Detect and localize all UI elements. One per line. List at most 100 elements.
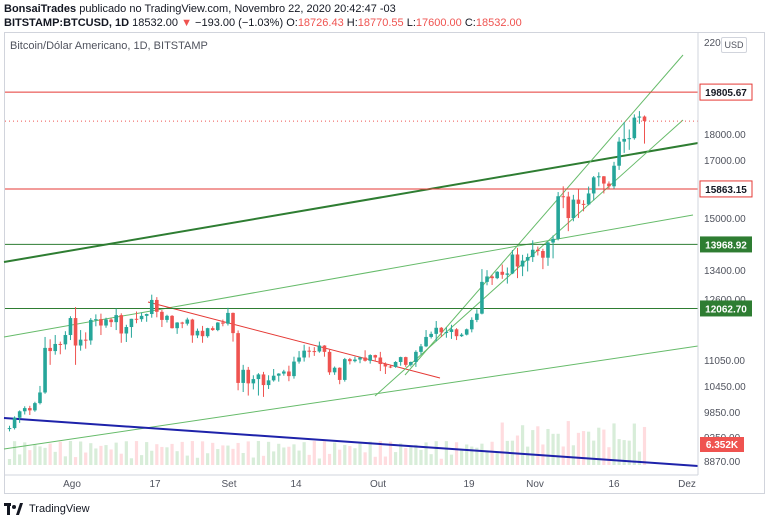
- candle-body: [124, 327, 129, 334]
- lower-channel-trendline: [3, 345, 699, 450]
- volume-bar: [353, 448, 357, 465]
- candle-body: [83, 339, 88, 341]
- volume-tag: [700, 437, 744, 452]
- candle-body: [373, 355, 378, 358]
- candle-body: [495, 271, 499, 279]
- candle-body: [571, 199, 576, 219]
- volume-bar: [170, 443, 174, 465]
- volume-bar: [322, 441, 327, 465]
- volume-bar: [165, 447, 169, 465]
- close-value: 18532.00: [475, 17, 522, 29]
- volume-bar: [388, 441, 393, 465]
- volume-bar: [358, 443, 362, 465]
- chart-title: Bitcoin/Dólar Americano, 1D, BITSTAMP: [10, 40, 208, 52]
- high-label: H:: [346, 17, 358, 29]
- volume-bar: [231, 448, 235, 465]
- candle-body: [28, 408, 32, 411]
- low-label: L:: [406, 17, 416, 29]
- volume-bar: [338, 449, 342, 465]
- candle-body: [627, 138, 632, 140]
- candle-body: [73, 318, 78, 346]
- candle-body: [632, 117, 637, 139]
- volume-bar: [256, 441, 261, 465]
- volume-bar: [84, 452, 88, 465]
- rising-channel-upper: [404, 54, 684, 376]
- candle-body: [419, 346, 423, 352]
- volume-bar: [58, 441, 62, 465]
- candle-body: [576, 199, 581, 204]
- volume-bar: [297, 450, 301, 465]
- volume-bar: [200, 441, 205, 465]
- volume-bar: [444, 441, 448, 465]
- candle-body: [43, 347, 47, 393]
- time-tick-label: Dez: [678, 479, 696, 490]
- candle-body: [109, 319, 113, 323]
- volume-bar: [160, 446, 164, 465]
- candle-body: [251, 379, 256, 384]
- candle-body: [53, 343, 58, 352]
- volume-bar: [414, 444, 418, 465]
- chart-frame[interactable]: [4, 32, 765, 494]
- candle-body: [165, 315, 169, 320]
- candle-body: [348, 359, 352, 362]
- level-tag-text: 12062.70: [705, 304, 747, 315]
- volume-bar: [18, 454, 22, 465]
- candle-body: [566, 196, 571, 219]
- volume-bar: [526, 446, 530, 465]
- candle-body: [175, 322, 179, 329]
- candle-body: [530, 249, 535, 258]
- candle-body: [439, 327, 444, 333]
- candle-body: [383, 364, 388, 367]
- volume-bar: [236, 442, 240, 465]
- candle-body: [302, 350, 306, 358]
- candle-body: [505, 273, 510, 275]
- volume-bar: [251, 457, 255, 465]
- price-tick-label: 11050.00: [704, 356, 745, 367]
- candle-body: [424, 336, 428, 347]
- currency-button[interactable]: USD: [721, 37, 747, 53]
- candle-body: [490, 276, 494, 279]
- blue-support-trendline: [3, 417, 699, 467]
- candle-body: [525, 257, 530, 261]
- symbol-ohlc-line: BITSTAMP:BTCUSD, 1D 18532.00 ▼ −193.00 (…: [4, 17, 522, 29]
- candle-body: [241, 369, 245, 383]
- time-tick-label: Set: [221, 479, 236, 490]
- trendlines: [3, 54, 699, 467]
- volume-bar: [226, 445, 230, 465]
- candle-body: [149, 299, 154, 315]
- candle-body: [510, 254, 515, 274]
- price-tick-label: 10450.00: [704, 382, 746, 393]
- volume-bar: [399, 443, 403, 465]
- candle-body: [271, 375, 276, 381]
- open-label: O:: [286, 17, 298, 29]
- volume-bar: [23, 442, 27, 465]
- candle-body: [33, 403, 37, 411]
- candle-body: [378, 357, 383, 365]
- candle-body: [48, 347, 52, 352]
- volume-bar: [190, 441, 194, 465]
- volume-bar: [104, 445, 108, 465]
- candle-body: [398, 357, 403, 362]
- volume-bar: [261, 455, 266, 465]
- candle-body: [180, 322, 185, 324]
- volume-bar: [597, 427, 601, 465]
- volume-bar: [48, 443, 52, 465]
- volume-bar: [404, 448, 408, 465]
- level-tag-text: 15863.15: [705, 185, 747, 196]
- candle-body: [332, 367, 337, 373]
- volume-bar: [576, 432, 581, 465]
- candle-body: [551, 238, 555, 243]
- volume-bar: [195, 457, 200, 465]
- level-tag: [700, 300, 752, 317]
- candle-body: [226, 312, 230, 324]
- volume-bar: [216, 449, 220, 465]
- volume-bar: [246, 441, 250, 465]
- volume-bar: [302, 442, 306, 465]
- candle-body: [368, 355, 372, 361]
- volume-bar: [460, 450, 464, 465]
- volume-bar: [150, 450, 154, 465]
- candle-body: [292, 361, 296, 377]
- volume-bar: [454, 442, 459, 465]
- publish-text: publicado no TradingView.com, Novembro 2…: [79, 3, 396, 15]
